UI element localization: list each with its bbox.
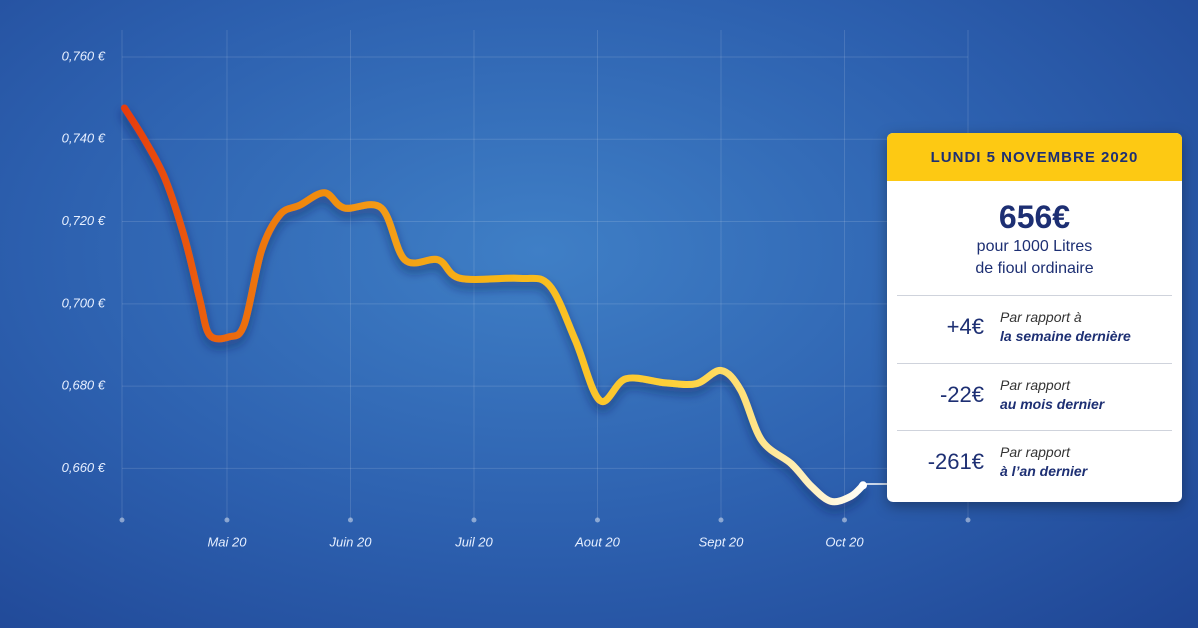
row-label: Par rapport [1000, 377, 1071, 393]
tick-dot [224, 517, 230, 523]
row-label: à l’an dernier [1000, 463, 1088, 479]
y-tick-label: 0,760 € [62, 48, 106, 63]
x-tick-label: Juil 20 [454, 534, 493, 549]
card-row: -261€ Par rapport à l’an dernier [897, 430, 1172, 497]
row-label: la semaine dernière [1000, 328, 1131, 344]
delta: -22€ [939, 382, 984, 407]
row-label: au mois dernier [1000, 396, 1105, 412]
tick-dot [718, 517, 724, 523]
x-tick-label: Juin 20 [329, 534, 373, 549]
price-card: LUNDI 5 NOVEMBRE 2020 656€ pour 1000 Lit… [887, 133, 1182, 502]
card-line: pour 1000 Litres [976, 238, 1093, 255]
price-line [120, 104, 867, 506]
y-tick-label: 0,700 € [62, 295, 106, 310]
tick-dot [347, 517, 353, 523]
card-line: de fioul ordinaire [975, 260, 1094, 277]
y-tick-label: 0,720 € [62, 213, 106, 228]
tick-dot [471, 517, 477, 523]
x-tick-label: Sept 20 [699, 534, 745, 549]
tick-dot [594, 517, 600, 523]
card-date: LUNDI 5 NOVEMBRE 2020 [887, 133, 1182, 181]
x-tick-label: Oct 20 [825, 534, 864, 549]
card-row: +4€ Par rapport à la semaine dernière [897, 295, 1172, 362]
row-label: Par rapport [1000, 444, 1071, 460]
tick-dot [841, 517, 847, 523]
delta: +4€ [946, 314, 984, 339]
card-price: 656€ [998, 199, 1071, 235]
tick-dot [119, 517, 125, 523]
end-point [859, 481, 868, 490]
x-tick-label: Mai 20 [207, 534, 247, 549]
y-tick-label: 0,680 € [62, 378, 106, 393]
x-tick-label: Aout 20 [574, 534, 621, 549]
y-tick-label: 0,660 € [62, 460, 106, 475]
y-tick-label: 0,740 € [62, 131, 106, 146]
tick-dot [965, 517, 971, 523]
row-label: Par rapport à [1000, 309, 1082, 325]
card-row: -22€ Par rapport au mois dernier [897, 363, 1172, 430]
delta: -261€ [927, 449, 984, 474]
